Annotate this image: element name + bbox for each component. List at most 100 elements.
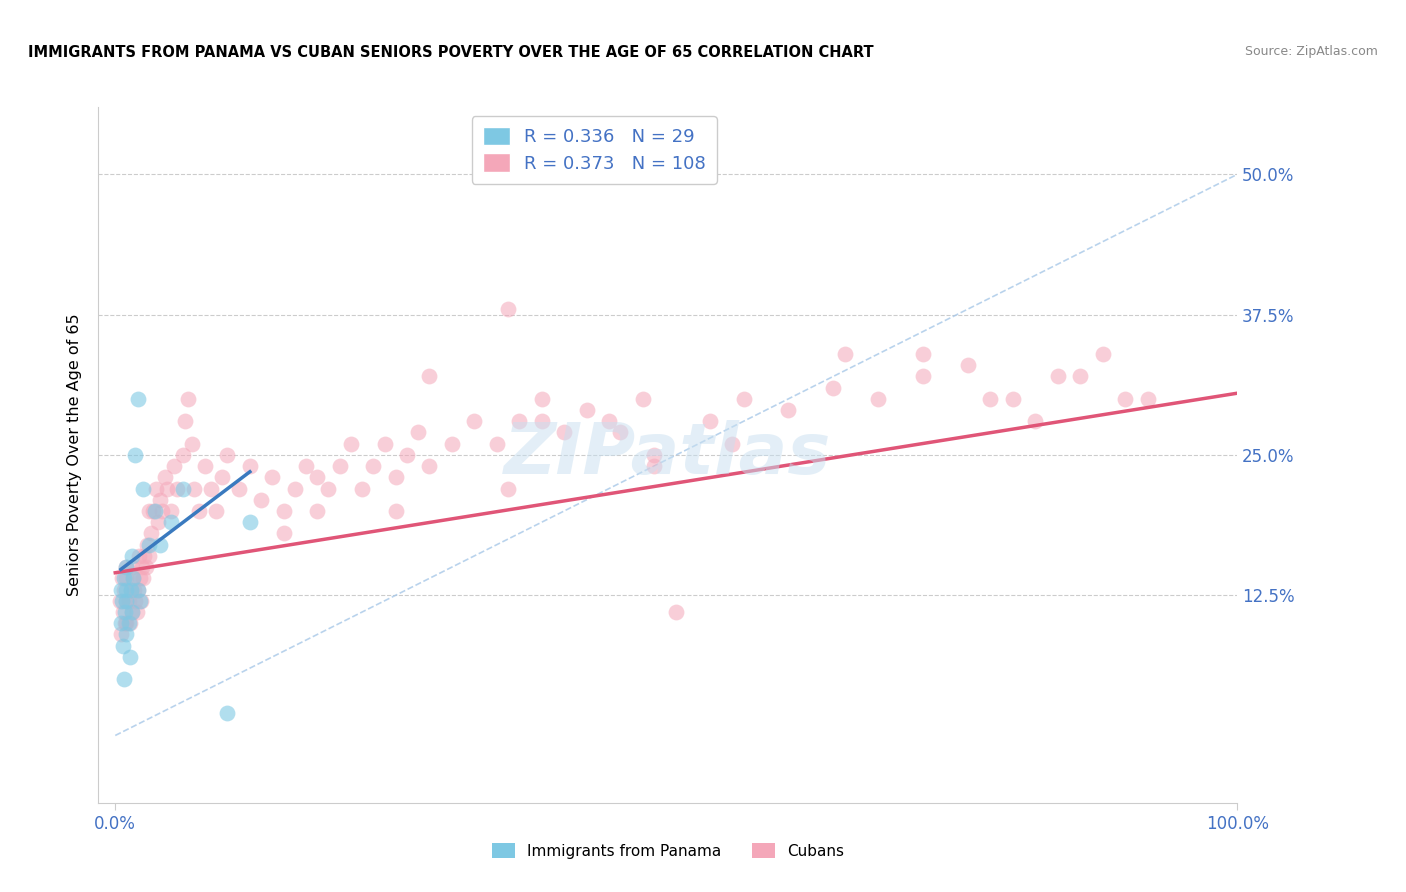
- Point: [318, 482, 340, 496]
- Point: [160, 504, 183, 518]
- Point: [127, 582, 149, 597]
- Point: [665, 605, 688, 619]
- Point: [150, 504, 173, 518]
- Point: [384, 470, 406, 484]
- Point: [530, 414, 553, 428]
- Point: [384, 504, 406, 518]
- Point: [485, 436, 508, 450]
- Point: [110, 582, 132, 597]
- Point: [141, 526, 163, 541]
- Point: [1091, 347, 1114, 361]
- Point: [138, 538, 160, 552]
- Point: [173, 414, 195, 428]
- Point: [112, 673, 135, 687]
- Point: [122, 571, 145, 585]
- Point: [643, 448, 665, 462]
- Point: [1069, 369, 1091, 384]
- Point: [112, 605, 135, 619]
- Point: [340, 436, 363, 450]
- Point: [912, 369, 935, 384]
- Point: [598, 414, 620, 428]
- Point: [834, 347, 856, 361]
- Point: [114, 616, 136, 631]
- Point: [120, 582, 142, 597]
- Point: [115, 571, 138, 585]
- Point: [609, 425, 631, 440]
- Point: [211, 470, 233, 484]
- Point: [115, 616, 138, 631]
- Point: [115, 594, 138, 608]
- Point: [115, 560, 138, 574]
- Point: [1046, 369, 1069, 384]
- Point: [721, 436, 744, 450]
- Point: [118, 616, 141, 631]
- Point: [217, 706, 239, 720]
- Point: [124, 594, 146, 608]
- Point: [1114, 392, 1136, 406]
- Point: [250, 492, 273, 507]
- Text: ZIPatlas: ZIPatlas: [505, 420, 831, 490]
- Point: [352, 482, 374, 496]
- Point: [138, 504, 160, 518]
- Point: [395, 448, 418, 462]
- Point: [121, 605, 143, 619]
- Point: [979, 392, 1001, 406]
- Point: [135, 538, 157, 552]
- Point: [118, 616, 141, 631]
- Point: [115, 582, 138, 597]
- Point: [127, 582, 149, 597]
- Point: [110, 627, 132, 641]
- Point: [172, 448, 194, 462]
- Point: [205, 504, 228, 518]
- Point: [912, 347, 935, 361]
- Point: [631, 392, 654, 406]
- Point: [160, 515, 183, 529]
- Point: [643, 459, 665, 474]
- Point: [172, 482, 194, 496]
- Point: [508, 414, 530, 428]
- Point: [188, 504, 211, 518]
- Point: [125, 605, 148, 619]
- Point: [217, 448, 239, 462]
- Point: [307, 470, 329, 484]
- Point: [699, 414, 721, 428]
- Point: [129, 594, 152, 608]
- Point: [149, 492, 172, 507]
- Point: [463, 414, 485, 428]
- Point: [177, 392, 200, 406]
- Point: [553, 425, 575, 440]
- Point: [307, 504, 329, 518]
- Point: [115, 560, 138, 574]
- Point: [128, 549, 150, 563]
- Point: [1001, 392, 1024, 406]
- Point: [295, 459, 318, 474]
- Point: [496, 482, 519, 496]
- Point: [131, 560, 153, 574]
- Point: [129, 571, 152, 585]
- Point: [124, 582, 146, 597]
- Point: [956, 358, 979, 372]
- Point: [166, 482, 188, 496]
- Point: [228, 482, 250, 496]
- Point: [239, 515, 262, 529]
- Point: [132, 482, 155, 496]
- Point: [418, 369, 440, 384]
- Point: [134, 549, 156, 563]
- Point: [142, 504, 165, 518]
- Point: [1024, 414, 1046, 428]
- Point: [114, 605, 136, 619]
- Point: [273, 504, 295, 518]
- Point: [118, 594, 141, 608]
- Point: [1136, 392, 1159, 406]
- Point: [156, 482, 179, 496]
- Point: [115, 627, 138, 641]
- Point: [127, 392, 149, 406]
- Point: [108, 594, 131, 608]
- Point: [162, 459, 184, 474]
- Point: [363, 459, 385, 474]
- Point: [112, 571, 135, 585]
- Point: [121, 560, 143, 574]
- Point: [121, 549, 143, 563]
- Point: [496, 301, 519, 316]
- Point: [200, 482, 222, 496]
